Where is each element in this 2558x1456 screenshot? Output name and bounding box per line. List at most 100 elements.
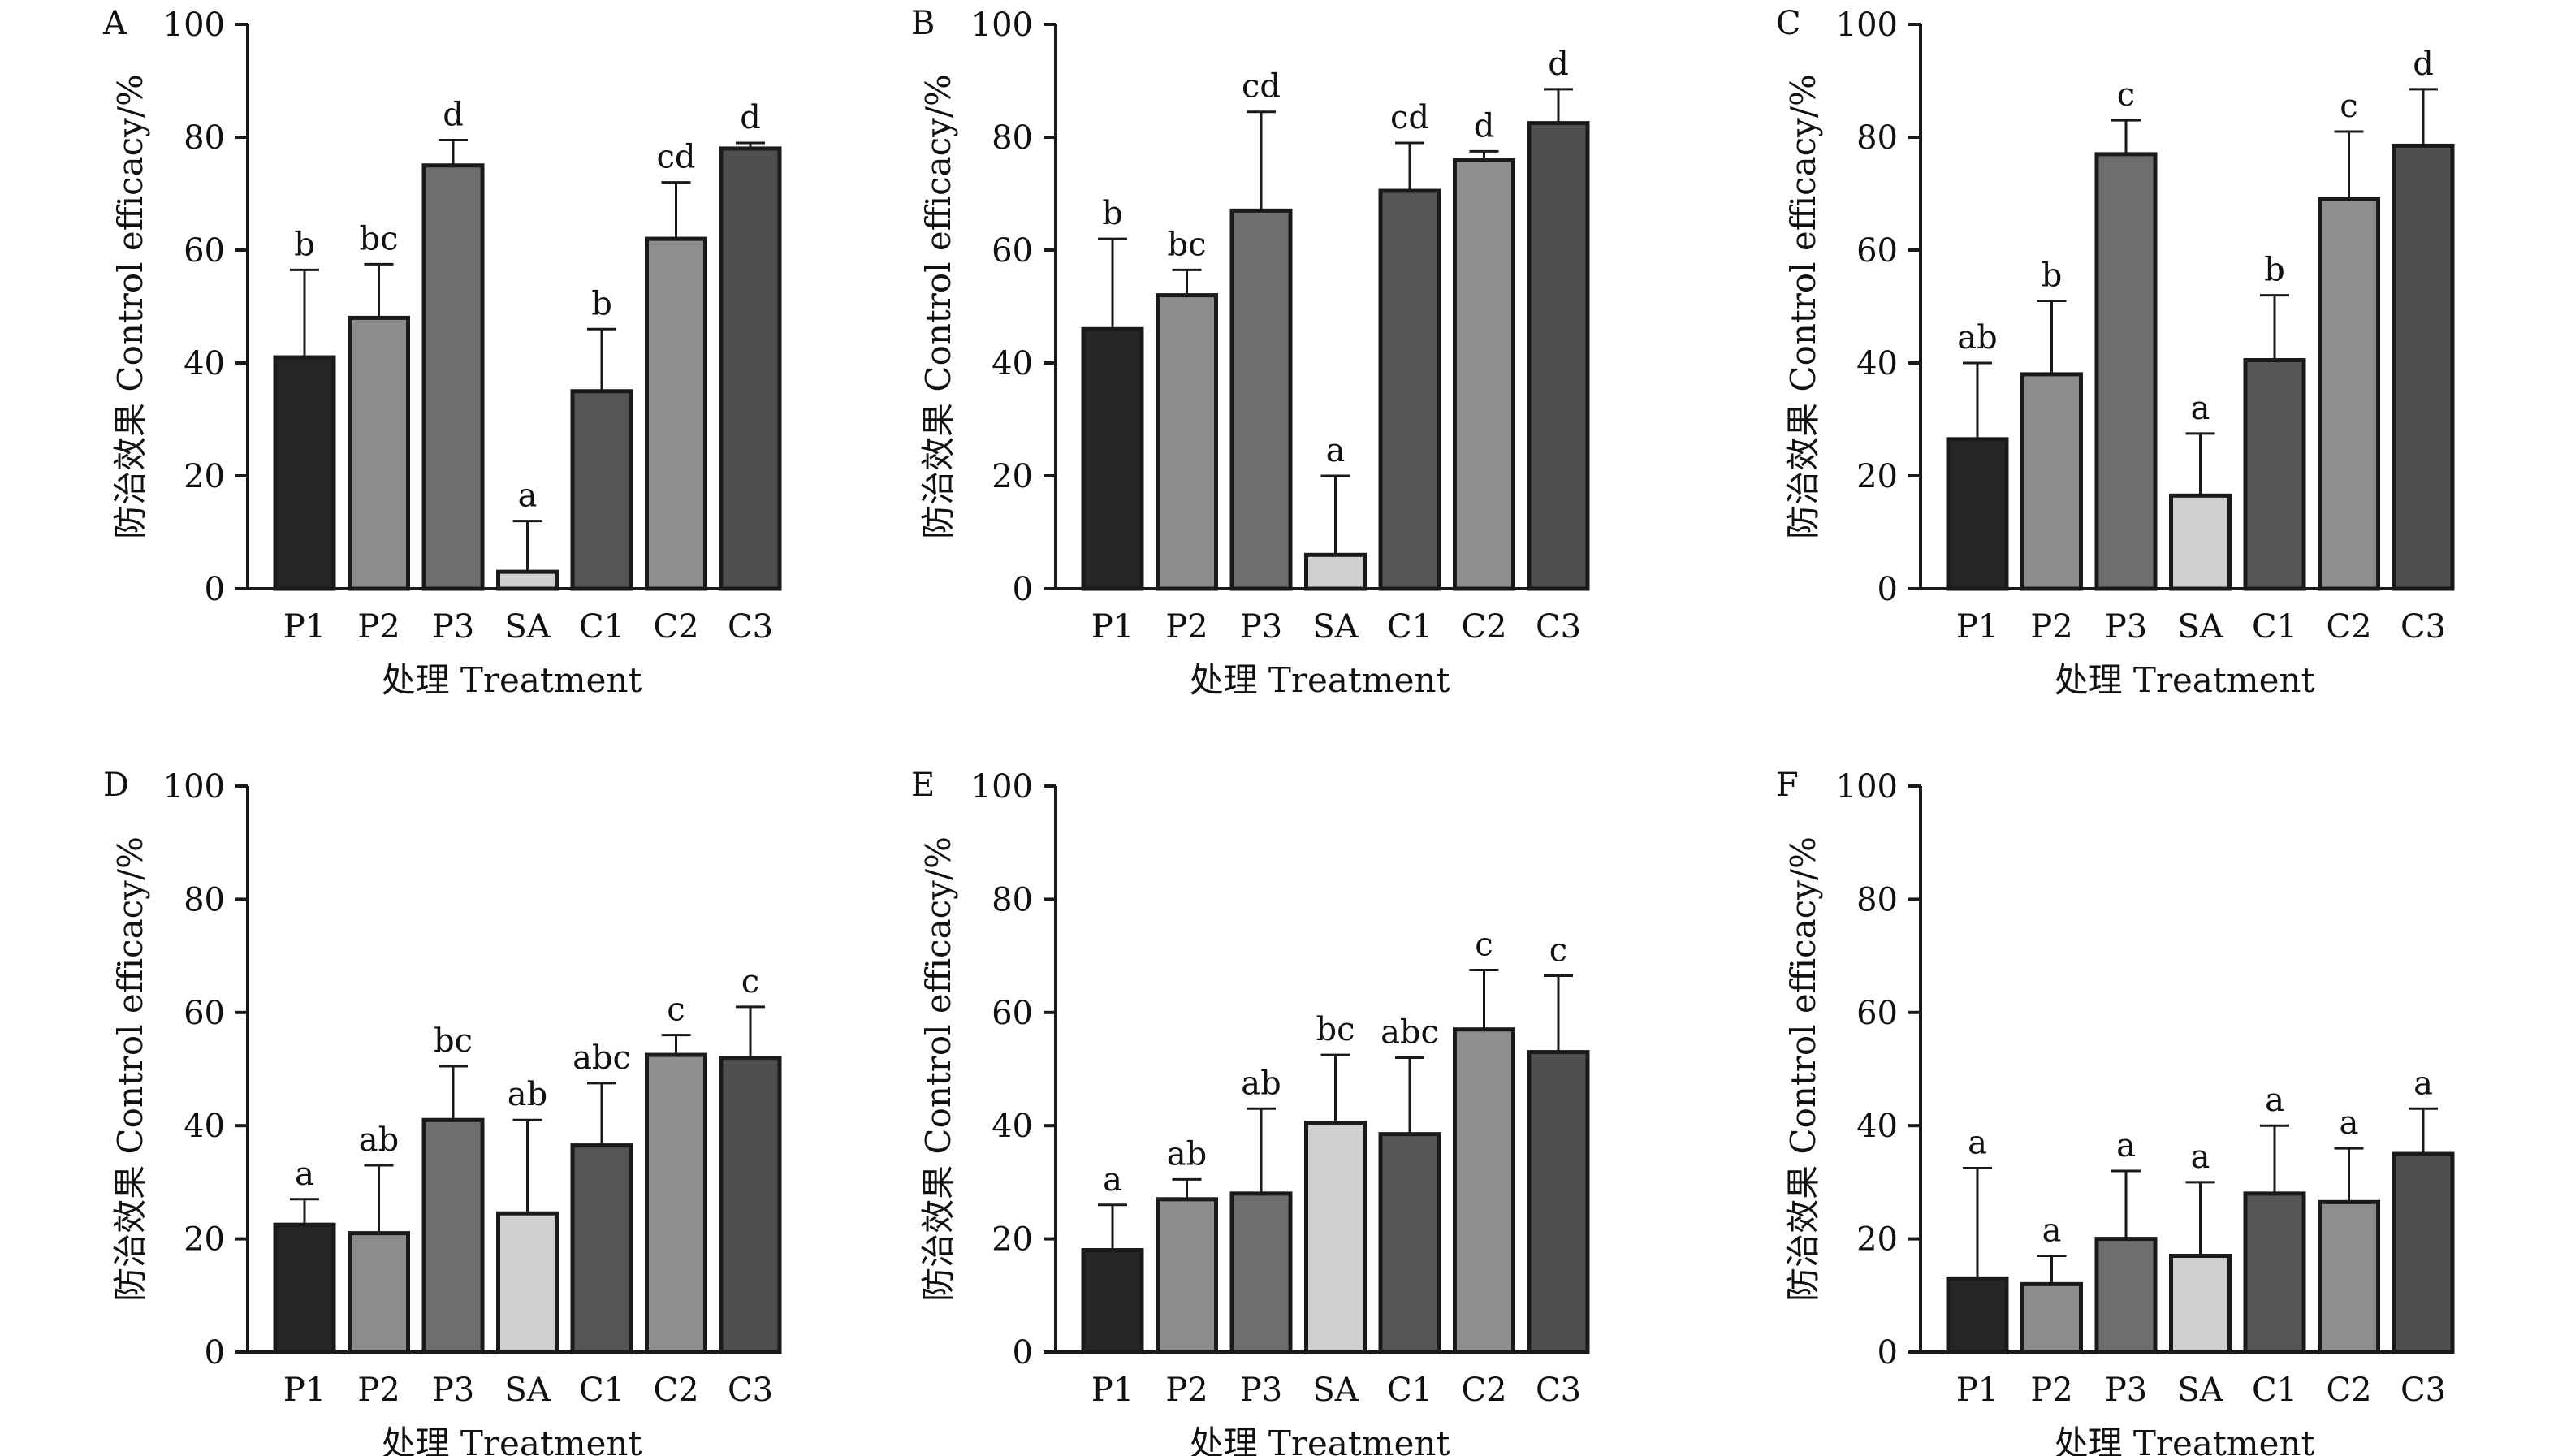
bar-c2: [2318, 1199, 2380, 1354]
significance-letter-p2: bc: [1167, 226, 1206, 263]
x-tick-label-c2: C2: [1461, 608, 1506, 646]
bar-sa: [496, 1211, 559, 1354]
significance-letter-p2: b: [2042, 257, 2063, 295]
x-tick-label-c3: C3: [728, 608, 773, 646]
significance-letter-sa: a: [1326, 432, 1346, 469]
significance-letter-c3: d: [1548, 45, 1569, 83]
x-tick-label-c3: C3: [728, 1372, 773, 1409]
y-tick-label: 80: [1856, 119, 1898, 157]
y-tick-label: 40: [992, 1108, 1033, 1145]
significance-letter-p3: d: [443, 96, 464, 133]
x-tick-label-c1: C1: [1387, 608, 1432, 646]
significance-letter-p1: a: [1103, 1161, 1122, 1199]
significance-letter-c1: abc: [573, 1039, 631, 1077]
y-tick-label: 60: [184, 232, 225, 270]
chart-panel-c: C 0 20 40 60 80 100 ab P1 b P2 c P3 a SA b C1 c C2 d C3 处理 Tr…: [1776, 5, 2455, 700]
bar-sa: [1304, 552, 1367, 591]
bar-c2: [1453, 158, 1515, 591]
x-tick-label-c3: C3: [2400, 1372, 2446, 1409]
x-axis-title: 处理 Treatment: [1190, 1424, 1450, 1456]
significance-letter-c2: c: [1475, 927, 1493, 964]
y-tick-label: 20: [1856, 458, 1898, 495]
y-axis-title: 防治效果 Control efficacy/%: [110, 836, 150, 1302]
x-tick-label-c1: C1: [2252, 608, 2297, 646]
chart-panel-f: F 0 20 40 60 80 100 a P1 a P2 a P3 a SA a C1 a C2 a C3 处理 Tre…: [1776, 767, 2455, 1456]
significance-letter-c3: a: [2413, 1065, 2433, 1102]
y-axis-title: 防治效果 Control efficacy/%: [110, 74, 150, 539]
y-tick-label: 0: [1013, 1334, 1033, 1372]
y-tick-label: 0: [205, 1334, 225, 1372]
x-tick-label-c1: C1: [1387, 1372, 1432, 1409]
x-tick-label-p3: P3: [1240, 1372, 1282, 1409]
bar-c2: [645, 236, 707, 591]
significance-letter-p1: ab: [1957, 319, 1997, 356]
significance-letter-p3: bc: [434, 1022, 473, 1060]
bar-c1: [1378, 188, 1441, 591]
x-tick-label-sa: SA: [2177, 1372, 2223, 1409]
y-tick-label: 20: [184, 458, 225, 495]
bar-c3: [719, 146, 782, 591]
bar-p2: [1156, 293, 1218, 591]
significance-letter-c3: c: [1549, 931, 1567, 969]
y-tick-label: 20: [992, 458, 1033, 495]
bar-p3: [1229, 1191, 1293, 1354]
x-tick-label-p1: P1: [1091, 608, 1134, 646]
bar-c3: [1527, 121, 1590, 591]
y-tick-label: 0: [205, 571, 225, 608]
y-tick-label: 40: [1856, 345, 1898, 382]
bar-p3: [2094, 152, 2158, 591]
y-tick-label: 0: [1877, 571, 1898, 608]
significance-letter-c2: d: [1474, 107, 1495, 145]
x-tick-label-c2: C2: [653, 1372, 698, 1409]
x-tick-label-p2: P2: [1165, 608, 1208, 646]
x-tick-label-p3: P3: [2105, 1372, 2147, 1409]
bar-p2: [2020, 372, 2083, 591]
significance-letter-c1: b: [2264, 252, 2285, 289]
bar-c3: [719, 1056, 782, 1354]
significance-letter-p1: a: [1968, 1124, 1987, 1161]
x-axis-title: 处理 Treatment: [382, 1424, 642, 1456]
bar-p2: [348, 1231, 410, 1354]
x-axis-title: 处理 Treatment: [2055, 1424, 2315, 1456]
y-tick-label: 40: [184, 345, 225, 382]
x-tick-label-c1: C1: [2252, 1372, 2297, 1409]
panel-letter: C: [1776, 5, 1801, 42]
y-tick-label: 100: [163, 6, 225, 44]
y-tick-label: 40: [184, 1108, 225, 1145]
significance-letter-p2: ab: [359, 1121, 399, 1159]
x-tick-label-c1: C1: [579, 608, 624, 646]
x-tick-label-p2: P2: [1165, 1372, 1208, 1409]
x-axis-title: 处理 Treatment: [2055, 660, 2315, 700]
chart-panel-d: D 0 20 40 60 80 100 a P1 ab P2 bc P3 ab SA abc C1 c C2 c C3 处…: [103, 767, 782, 1456]
x-axis-title: 处理 Treatment: [382, 660, 642, 700]
bar-p3: [421, 1117, 485, 1354]
significance-letter-p2: a: [2042, 1212, 2062, 1250]
bar-c1: [2243, 358, 2306, 591]
y-tick-label: 80: [184, 881, 225, 918]
significance-letter-p1: b: [1102, 195, 1123, 232]
x-tick-label-p2: P2: [357, 608, 400, 646]
bar-p1: [1946, 1276, 2009, 1354]
significance-letter-c2: cd: [656, 139, 695, 176]
significance-letter-c3: c: [741, 963, 759, 1000]
bar-sa: [2169, 493, 2232, 591]
chart-panel-e: E 0 20 40 60 80 100 a P1 ab P2 ab P3 bc SA abc C1 c C2 c C3 处…: [911, 767, 1590, 1456]
x-tick-label-p2: P2: [357, 1372, 400, 1409]
bar-c2: [1453, 1027, 1515, 1354]
bar-p3: [421, 163, 485, 591]
significance-letter-c1: a: [2265, 1082, 2284, 1119]
panel-letter: B: [911, 5, 935, 42]
y-tick-label: 0: [1877, 1334, 1898, 1372]
significance-letter-sa: a: [518, 477, 538, 515]
significance-letter-p3: c: [2117, 76, 2135, 114]
chart-panel-b: B 0 20 40 60 80 100 b P1 bc P2 cd P3 a SA cd C1 d C2 d C3 处理 …: [911, 5, 1590, 700]
bar-p1: [1946, 437, 2009, 591]
bar-p1: [1081, 1248, 1144, 1354]
y-tick-label: 60: [1856, 232, 1898, 270]
significance-letter-c1: cd: [1390, 99, 1429, 136]
significance-letter-c2: c: [2340, 88, 2357, 125]
panel-letter: A: [102, 5, 127, 42]
y-tick-label: 100: [163, 768, 225, 806]
panel-letter: E: [911, 767, 935, 804]
